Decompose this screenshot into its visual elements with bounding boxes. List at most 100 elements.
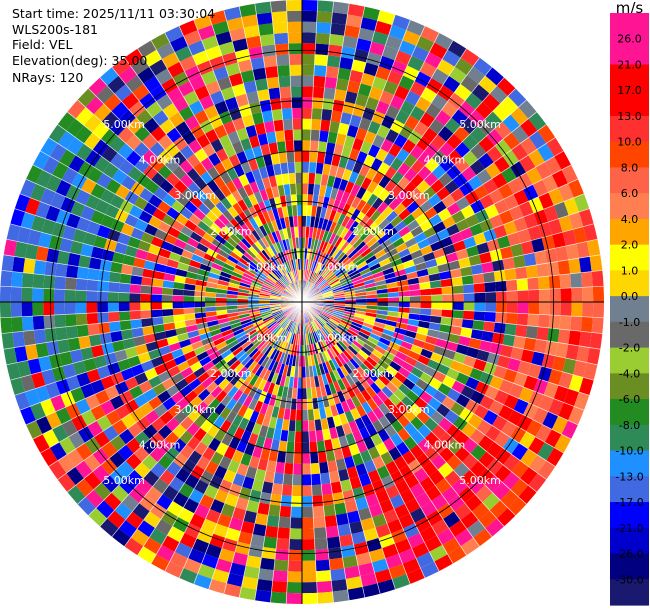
velocity-bin [341, 445, 352, 459]
velocity-bin [370, 225, 383, 238]
velocity-bin [397, 285, 410, 292]
velocity-bin [14, 241, 28, 259]
velocity-bin [358, 117, 372, 131]
velocity-bin [418, 275, 430, 284]
velocity-bin [389, 360, 402, 372]
velocity-bin [101, 145, 118, 163]
velocity-bin [164, 265, 177, 276]
velocity-bin [184, 313, 196, 321]
velocity-bin [302, 10, 318, 22]
velocity-bin [462, 283, 475, 294]
velocity-bin [172, 308, 185, 316]
ppi-plot: 1.00km 1.00km 1.00km 1.00km 2.00km 2.00km 2.00… [0, 0, 604, 604]
velocity-bin [517, 228, 532, 244]
velocity-bin [366, 370, 379, 383]
velocity-bin [93, 235, 108, 249]
velocity-bin [558, 371, 573, 389]
velocity-bin [500, 96, 519, 115]
velocity-bin [420, 561, 440, 578]
velocity-bin [452, 302, 464, 311]
velocity-bin [352, 355, 364, 367]
velocity-bin [181, 249, 194, 260]
velocity-bin [189, 259, 202, 269]
colorbar-swatch [610, 476, 649, 503]
velocity-bin [308, 344, 314, 356]
velocity-bin [93, 431, 111, 448]
velocity-bin [314, 173, 323, 185]
start-time-label: Start time: 2025/11/11 03:30:04 [12, 6, 216, 21]
velocity-bin [424, 535, 443, 552]
velocity-bin [494, 121, 512, 140]
range-ring-label: 2.00km [210, 225, 252, 238]
colorbar-tick-label: 10.0 [617, 136, 642, 149]
velocity-bin [538, 302, 551, 315]
velocity-bin [270, 591, 287, 604]
velocity-bin [57, 111, 76, 131]
velocity-bin [314, 548, 330, 561]
velocity-bin [315, 239, 322, 251]
velocity-bin [351, 321, 363, 329]
velocity-bin [344, 25, 361, 39]
velocity-bin [208, 10, 227, 26]
velocity-bin [331, 313, 343, 320]
velocity-bin [378, 415, 391, 429]
velocity-bin [428, 272, 441, 282]
colorbar-svg: 26.021.017.013.010.08.06.04.02.01.00.0-1… [610, 13, 649, 606]
velocity-bin [117, 358, 131, 372]
velocity-bin [271, 231, 279, 243]
velocity-bin [226, 423, 239, 437]
velocity-bin [347, 586, 365, 601]
velocity-bin [592, 286, 604, 302]
velocity-bin [266, 347, 276, 359]
velocity-bin [589, 332, 603, 350]
velocity-bin [272, 255, 281, 266]
velocity-bin [197, 371, 210, 384]
velocity-bin [117, 232, 131, 246]
velocity-bin [157, 149, 173, 165]
velocity-bin [65, 277, 77, 291]
velocity-bin [355, 352, 367, 364]
velocity-bin [447, 40, 467, 58]
velocity-bin [375, 523, 391, 538]
velocity-bin [44, 327, 57, 343]
velocity-bin [117, 460, 135, 478]
velocity-bin [76, 371, 91, 388]
velocity-bin [112, 251, 125, 264]
velocity-bin [410, 430, 425, 445]
velocity-bin [108, 281, 120, 293]
velocity-bin [96, 365, 111, 380]
velocity-bin [283, 408, 291, 420]
velocity-bin [383, 508, 399, 524]
velocity-bin [213, 402, 226, 416]
velocity-bin [189, 231, 203, 243]
velocity-bin [302, 571, 317, 583]
velocity-bin [342, 258, 353, 269]
velocity-bin [365, 423, 378, 437]
velocity-bin [390, 184, 404, 198]
velocity-bin [119, 320, 132, 331]
velocity-bin [237, 302, 249, 306]
velocity-bin [486, 238, 500, 252]
velocity-bin [173, 354, 187, 366]
velocity-bin [334, 356, 344, 368]
velocity-bin [215, 390, 228, 403]
velocity-bin [263, 392, 272, 405]
velocity-bin [161, 294, 173, 302]
velocity-bin [336, 270, 348, 279]
velocity-bin [249, 333, 261, 343]
velocity-bin [414, 397, 428, 411]
velocity-bin [289, 64, 302, 76]
velocity-bin [273, 311, 284, 319]
colorbar-swatch [610, 502, 649, 529]
velocity-bin [452, 285, 464, 295]
velocity-bin [208, 193, 221, 206]
velocity-bin [356, 334, 368, 344]
velocity-bin [257, 354, 267, 366]
velocity-bin [162, 193, 177, 207]
velocity-bin [322, 290, 333, 296]
velocity-bin [202, 360, 215, 372]
velocity-bin [317, 341, 324, 353]
velocity-bin [337, 468, 350, 482]
colorbar-tick-label: 8.0 [621, 161, 639, 174]
